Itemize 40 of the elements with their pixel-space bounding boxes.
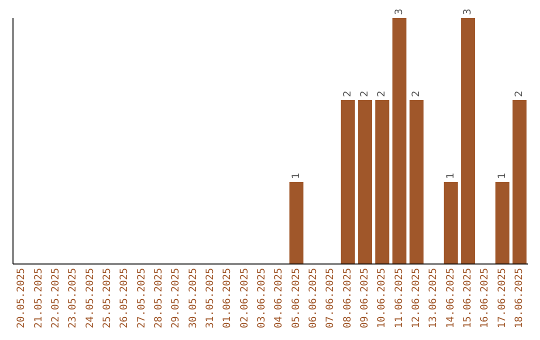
x-tick-label: 23.05.2025 bbox=[68, 268, 79, 328]
data-label: 2 bbox=[360, 90, 371, 97]
x-tick-label: 01.06.2025 bbox=[222, 268, 234, 328]
x-tick-label: 28.05.2025 bbox=[153, 268, 164, 328]
data-label: 1 bbox=[445, 172, 456, 179]
x-tick-label: 31.05.2025 bbox=[204, 268, 216, 328]
x-tick-label: 06.06.2025 bbox=[308, 268, 319, 328]
x-tick-label: 10.06.2025 bbox=[376, 268, 388, 328]
data-label: 1 bbox=[496, 172, 508, 179]
x-tick-label: 09.06.2025 bbox=[359, 268, 370, 328]
data-label: 3 bbox=[394, 8, 405, 15]
x-tick-label: 24.05.2025 bbox=[84, 268, 96, 328]
x-tick-label: 17.06.2025 bbox=[496, 268, 508, 328]
data-label: 2 bbox=[411, 90, 422, 97]
x-tick-label: 07.06.2025 bbox=[325, 268, 336, 328]
x-tick-label: 21.05.2025 bbox=[33, 268, 44, 328]
x-tick-label: 29.05.2025 bbox=[170, 268, 182, 328]
x-tick-label: 04.06.2025 bbox=[274, 268, 285, 328]
x-tick-label: 05.06.2025 bbox=[290, 268, 302, 328]
x-tick-label: 13.06.2025 bbox=[428, 268, 440, 328]
x-tick-label: 11.06.2025 bbox=[394, 268, 405, 328]
x-tick-label: 20.05.2025 bbox=[16, 268, 28, 328]
x-tick-label: 16.06.2025 bbox=[480, 268, 491, 328]
x-tick-label: 02.06.2025 bbox=[239, 268, 250, 328]
data-label: 2 bbox=[376, 90, 388, 97]
x-tick-label: 08.06.2025 bbox=[342, 268, 354, 328]
x-tick-label: 27.05.2025 bbox=[136, 268, 148, 328]
x-tick-label: 26.05.2025 bbox=[119, 268, 130, 328]
x-tick-label: 30.05.2025 bbox=[188, 268, 199, 328]
data-label: 3 bbox=[462, 8, 474, 15]
x-tick-label: 12.06.2025 bbox=[410, 268, 422, 328]
x-tick-label: 18.06.2025 bbox=[514, 268, 525, 328]
x-tick-label: 25.05.2025 bbox=[102, 268, 113, 328]
x-tick-label: 22.05.2025 bbox=[50, 268, 62, 328]
x-tick-label: 15.06.2025 bbox=[462, 268, 474, 328]
x-tick-label: 14.06.2025 bbox=[445, 268, 456, 328]
data-label: 1 bbox=[290, 172, 302, 179]
data-label: 2 bbox=[342, 90, 354, 97]
data-label: 2 bbox=[514, 90, 526, 97]
x-tick-label: 03.06.2025 bbox=[256, 268, 268, 328]
